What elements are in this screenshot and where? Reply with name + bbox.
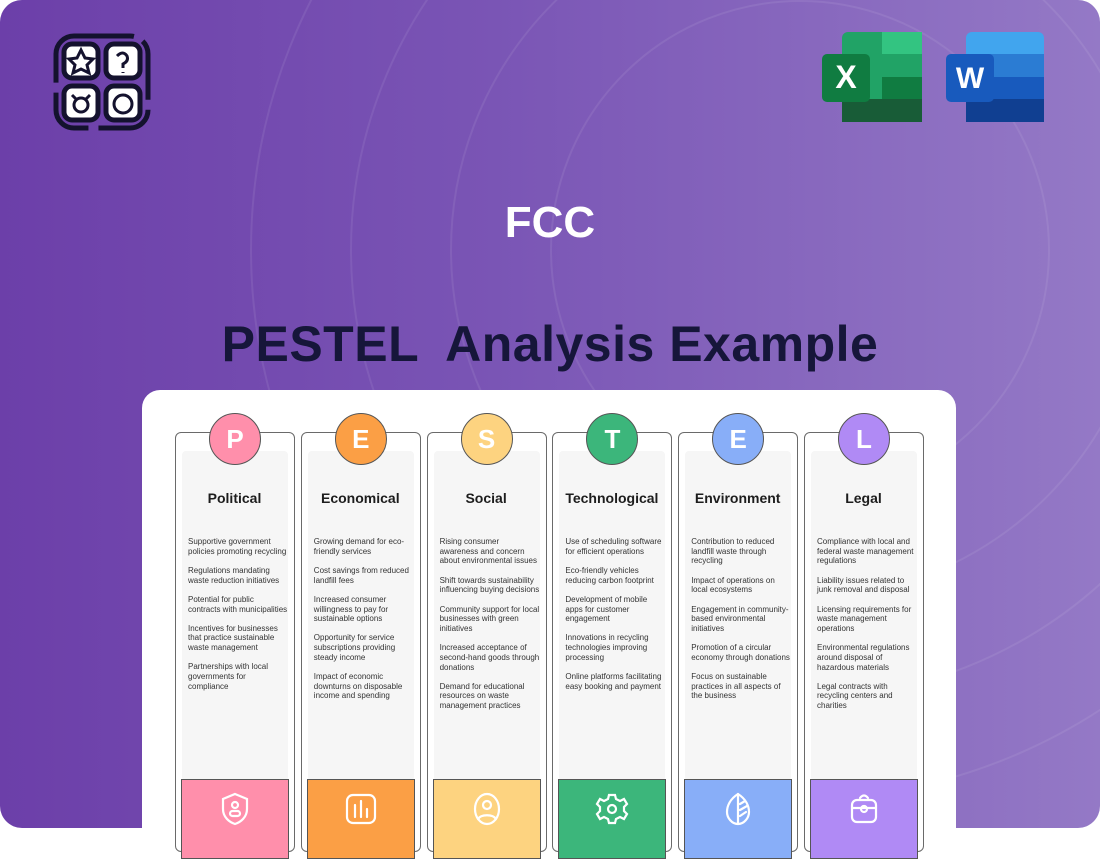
factor-list: Supportive government policies promoting…	[188, 537, 288, 701]
company-name: FCC	[504, 198, 596, 247]
column-panel	[307, 451, 414, 781]
letter-badge: P	[209, 413, 261, 465]
svg-text:X: X	[835, 59, 857, 95]
category-icon-box	[558, 779, 667, 859]
factor-list: Compliance with local and federal waste …	[817, 537, 917, 720]
user-circle-icon	[473, 792, 500, 826]
factor-item: Incentives for businesses that practice …	[188, 623, 278, 653]
factor-item: Development of mobile apps for customer …	[565, 594, 648, 624]
factor-item: Rising consumer awareness and concern ab…	[439, 537, 537, 566]
column-title: Technological	[565, 490, 659, 506]
leaf-icon	[726, 792, 751, 826]
letter-badge: E	[712, 413, 765, 465]
column-panel	[811, 451, 917, 781]
factor-item: Legal contracts with recycling centers a…	[817, 681, 893, 711]
letter-badge: S	[460, 413, 513, 465]
category-icon-box	[181, 779, 289, 859]
pestel-column-legal: L Legal Compliance with local and federal …	[804, 413, 924, 859]
gear-icon	[596, 793, 629, 825]
factor-item: Opportunity for service subscriptions pr…	[313, 633, 396, 662]
column-title: Political	[207, 490, 262, 506]
factor-item: Environmental regulations around disposa…	[817, 643, 910, 672]
svg-text:W: W	[956, 62, 985, 95]
column-panel	[433, 451, 540, 781]
factor-list: Use of scheduling software for efficient…	[565, 537, 665, 701]
factor-item: Eco-friendly vehicles reducing carbon fo…	[565, 565, 654, 585]
letter-badge: T	[586, 413, 639, 465]
factor-item: Innovations in recycling technologies im…	[565, 633, 649, 662]
column-panel	[685, 451, 792, 781]
factor-item: Shift towards sustainability influencing…	[439, 575, 540, 595]
category-icon-box	[684, 779, 793, 859]
factor-item: Cost savings from reduced landfill fees	[313, 565, 409, 585]
factor-item: Engagement in community-based environmen…	[691, 604, 789, 633]
factor-item: Licensing requirements for waste managem…	[817, 604, 912, 633]
factor-item: Impact of operations on local ecosystems	[691, 575, 775, 595]
pestel-column-economical: E Economical Growing demand for eco-friend…	[300, 413, 421, 859]
shield-user-icon	[221, 792, 249, 826]
factor-item: Increased acceptance of second-hand good…	[439, 643, 540, 672]
word-icon: W	[946, 32, 1044, 122]
factor-item: Potential for public contracts with muni…	[188, 594, 288, 614]
category-icon-box	[432, 779, 541, 859]
column-panel	[182, 451, 288, 781]
factor-item: Impact of economic downturns on disposab…	[313, 672, 403, 701]
factor-list: Growing demand for eco-friendly services…	[314, 537, 414, 711]
pestel-column-technological: T Technological Use of scheduling software…	[552, 413, 673, 859]
letter-badge: E	[334, 413, 387, 465]
briefcase-icon	[850, 794, 878, 824]
factor-item: Partnerships with local governments for …	[188, 662, 269, 691]
factor-item: Community support for local businesses w…	[439, 604, 540, 633]
logo-icon	[53, 33, 151, 131]
factor-item: Focus on sustainable practices in all as…	[691, 672, 781, 701]
column-title: Economical	[321, 490, 400, 506]
column-title: Environment	[694, 490, 781, 506]
factor-item: Regulations mandating waste reduction in…	[188, 565, 280, 585]
page-title: PESTEL Analysis Example	[221, 316, 879, 372]
category-icon-box	[306, 779, 415, 859]
excel-icon: X	[822, 32, 922, 122]
factor-item: Supportive government policies promoting…	[188, 537, 287, 556]
column-title: Legal	[845, 490, 882, 506]
letter-badge: L	[838, 413, 890, 465]
factor-item: Compliance with local and federal waste …	[817, 537, 914, 566]
factor-list: Rising consumer awareness and concern ab…	[440, 537, 540, 720]
factor-item: Growing demand for eco-friendly services	[313, 537, 405, 556]
factor-item: Increased consumer willingness to pay fo…	[313, 594, 389, 624]
pestel-column-social: S Social Rising consumer awareness and con…	[426, 413, 547, 859]
column-panel	[559, 451, 666, 781]
factor-item: Use of scheduling software for efficient…	[565, 537, 662, 556]
factor-item: Online platforms facilitating easy booki…	[565, 672, 662, 691]
factor-item: Contribution to reduced landfill waste t…	[691, 537, 775, 566]
pestel-column-environment: E Environment Contribution to reduced land…	[678, 413, 799, 859]
factor-item: Liability issues related to junk removal…	[817, 575, 910, 595]
factor-item: Demand for educational resources on wast…	[439, 681, 525, 711]
bar-chart-icon	[345, 793, 376, 825]
category-icon-box	[810, 779, 918, 859]
column-title: Social	[465, 490, 507, 506]
factor-list: Contribution to reduced landfill waste t…	[691, 537, 791, 711]
factor-item: Promotion of a circular economy through …	[691, 643, 790, 662]
pestel-column-political: P Political Supportive government policies…	[175, 413, 295, 859]
